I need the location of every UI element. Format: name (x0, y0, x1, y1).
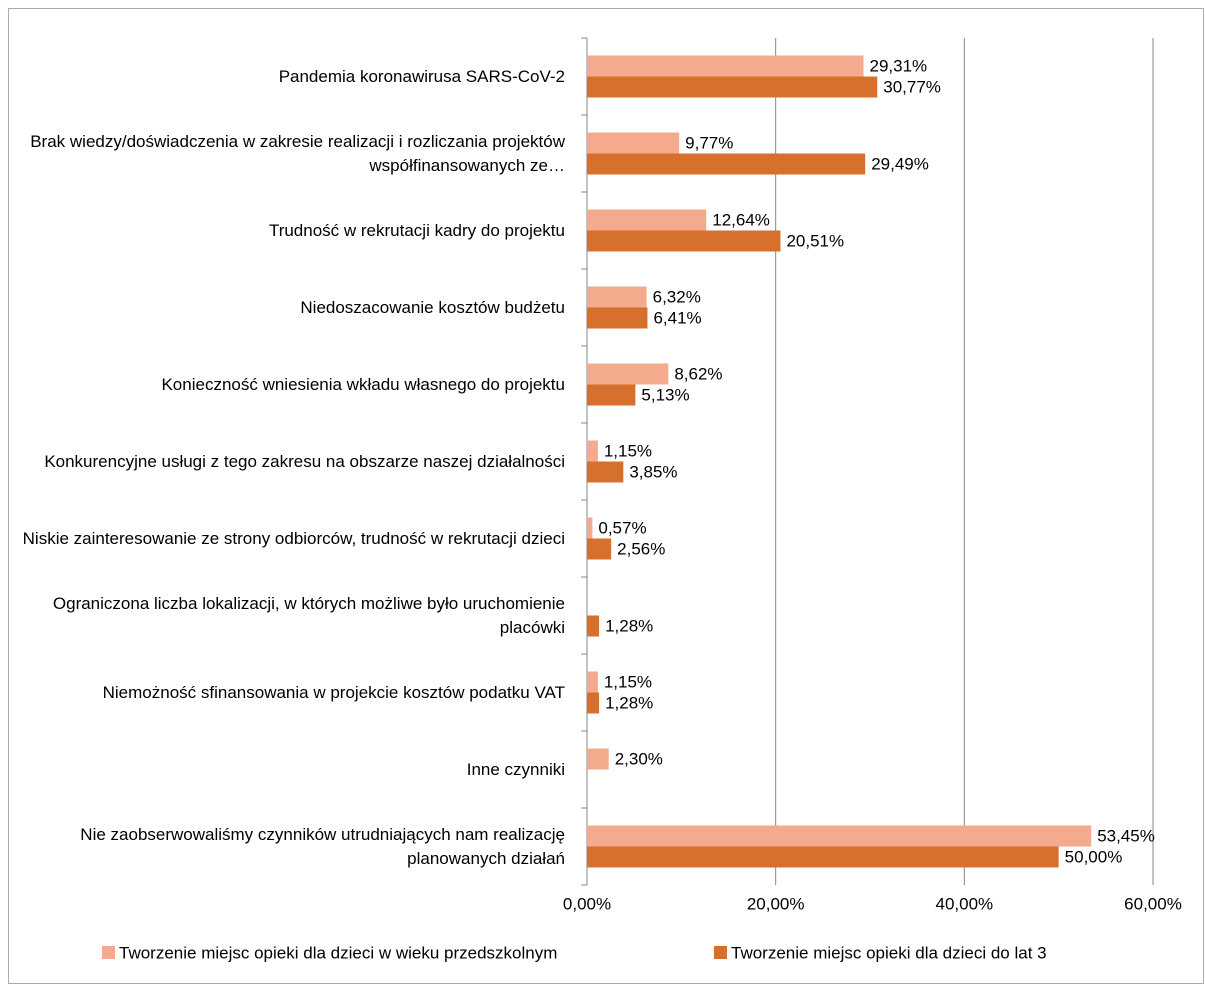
bar (587, 461, 624, 483)
data-label: 50,00% (1065, 847, 1123, 866)
data-label: 12,64% (712, 210, 770, 229)
x-tick-label: 0,00% (563, 894, 611, 913)
category-label: Inne czynniki (466, 759, 565, 779)
data-label: 6,32% (653, 287, 701, 306)
legend-label: Tworzenie miejsc opieki dla dzieci do la… (731, 943, 1047, 962)
category-label: Niemożność sfinansowania w projekcie kos… (102, 682, 565, 702)
data-label: 2,56% (617, 539, 665, 558)
data-label: 3,85% (629, 462, 677, 481)
bar (587, 76, 878, 98)
legend-swatch (714, 946, 727, 959)
category-label: Niedoszacowanie kosztów budżetu (300, 297, 565, 317)
bar (587, 286, 647, 308)
x-tick-label: 60,00% (1124, 894, 1182, 913)
bar (587, 384, 636, 406)
data-label: 8,62% (674, 364, 722, 383)
bar (587, 230, 781, 252)
bar (587, 363, 669, 385)
data-label: 1,28% (605, 693, 653, 712)
category-label: Konkurencyjne usługi z tego zakresu na o… (44, 451, 565, 471)
category-label: Nie zaobserwowaliśmy czynników utrudniaj… (80, 824, 565, 868)
data-label: 1,15% (604, 672, 652, 691)
bar (587, 55, 864, 77)
x-tick-label: 20,00% (747, 894, 805, 913)
bar (587, 846, 1059, 868)
category-label: Konieczność wniesienia wkładu własnego d… (161, 374, 565, 394)
data-label: 0,57% (598, 518, 646, 537)
data-label: 5,13% (641, 385, 689, 404)
chart-border (8, 8, 1204, 984)
data-label: 1,15% (604, 441, 652, 460)
legend-swatch (102, 946, 115, 959)
legend-label: Tworzenie miejsc opieki dla dzieci w wie… (119, 943, 557, 962)
bar (587, 209, 707, 231)
data-label: 9,77% (685, 133, 733, 152)
bar (587, 307, 648, 329)
category-label: Niskie zainteresowanie ze strony odbiorc… (22, 528, 565, 548)
bar (587, 538, 612, 560)
bar (587, 748, 609, 770)
data-label: 20,51% (786, 231, 844, 250)
x-tick-label: 40,00% (935, 894, 993, 913)
bar (587, 153, 866, 175)
data-label: 30,77% (883, 77, 941, 96)
bar (587, 615, 600, 637)
category-label: Trudność w rekrutacji kadry do projektu (268, 220, 565, 240)
data-label: 29,31% (869, 56, 927, 75)
bar (587, 440, 598, 462)
category-label: Brak wiedzy/doświadczenia w zakresie rea… (30, 131, 565, 175)
category-label: Ograniczona liczba lokalizacji, w któryc… (52, 593, 565, 637)
bar (587, 692, 600, 714)
bar (587, 825, 1092, 847)
data-label: 2,30% (615, 749, 663, 768)
data-label: 29,49% (871, 154, 929, 173)
data-label: 6,41% (653, 308, 701, 327)
data-label: 1,28% (605, 616, 653, 635)
bar (587, 671, 598, 693)
data-label: 53,45% (1097, 826, 1155, 845)
bar (587, 517, 593, 539)
category-label: Pandemia koronawirusa SARS-CoV-2 (278, 66, 565, 86)
bar (587, 132, 680, 154)
